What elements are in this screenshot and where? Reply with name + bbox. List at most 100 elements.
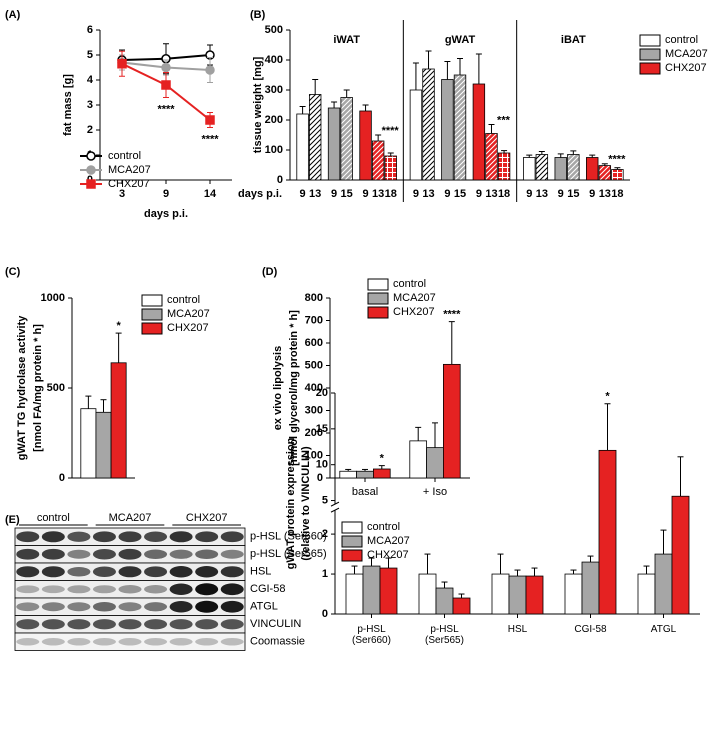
y-tick-label: 2 — [87, 124, 93, 136]
band — [41, 566, 65, 578]
panel-label: (E) — [5, 514, 20, 526]
legend-marker — [86, 179, 96, 189]
y-tick-label: 500 — [265, 24, 283, 36]
y-tick-label: 200 — [305, 427, 323, 439]
x-tick-label: 18 — [385, 188, 397, 200]
bar — [384, 155, 397, 181]
axis-break — [330, 501, 340, 507]
band — [169, 549, 193, 559]
legend-label: MCA207 — [393, 292, 436, 304]
x-tick-label: 13 — [372, 188, 384, 200]
legend-swatch — [367, 306, 389, 319]
legend-swatch — [141, 294, 163, 307]
legend-label: CHX207 — [665, 62, 707, 74]
legend-label: MCA207 — [167, 308, 210, 320]
annotation: **** — [608, 154, 626, 166]
bar — [409, 440, 427, 479]
bar — [611, 169, 624, 181]
band — [195, 566, 219, 578]
band — [169, 566, 193, 578]
point — [161, 62, 171, 73]
point — [117, 59, 127, 69]
band-label: p-HSL (Ser660) — [250, 531, 327, 543]
bar — [435, 587, 454, 615]
y-tick-label: 0 — [322, 608, 328, 620]
y-tick-label: 800 — [305, 292, 323, 304]
legend-swatch — [341, 535, 363, 548]
bar — [426, 447, 444, 479]
band — [67, 531, 91, 542]
y-tick-label: 10 — [316, 459, 328, 471]
band — [41, 548, 65, 560]
bar — [327, 107, 341, 181]
annotation: **** — [443, 309, 461, 321]
bar — [422, 68, 435, 181]
annotation: **** — [157, 103, 175, 115]
x-axis-label: days p.i. — [238, 188, 282, 200]
y-axis-label: ex vivo lipolysis — [272, 346, 284, 430]
band — [118, 585, 142, 594]
legend-marker — [86, 151, 96, 161]
band — [144, 549, 168, 560]
band — [195, 619, 219, 630]
band — [16, 585, 40, 594]
band-label: CGI-58 — [250, 583, 285, 595]
y-axis-label: gWAT protein expression — [285, 437, 297, 569]
bar — [554, 157, 567, 181]
band — [144, 619, 168, 630]
band — [67, 585, 91, 594]
band-label: HSL — [250, 566, 271, 578]
y-axis-label: gWAT TG hydrolase activity — [16, 315, 28, 461]
y-tick-label: 2 — [322, 528, 328, 540]
band — [144, 531, 168, 542]
x-tick-label: 15 — [341, 188, 353, 200]
legend-label: control — [367, 521, 400, 533]
x-tick-label: 9 — [558, 188, 564, 200]
band — [195, 600, 219, 613]
band — [220, 619, 244, 630]
bar — [95, 411, 112, 479]
y-tick-label: 400 — [265, 54, 283, 66]
band — [92, 531, 116, 543]
x-tick-label: 9 — [526, 188, 532, 200]
legend-swatch — [341, 549, 363, 562]
band — [220, 583, 244, 596]
group-label: iWAT — [333, 34, 360, 46]
y-tick-label: 3 — [87, 99, 93, 111]
y-tick-label: 1 — [322, 568, 328, 580]
band — [220, 549, 244, 559]
band — [41, 531, 65, 543]
legend-label: control — [665, 34, 698, 46]
band — [220, 531, 244, 543]
band — [169, 531, 193, 543]
legend-swatch — [141, 322, 163, 335]
y-tick-label: 0 — [277, 174, 283, 186]
bar — [359, 110, 372, 181]
band — [67, 549, 91, 559]
bar — [308, 94, 322, 181]
x-tick-label: HSL — [507, 624, 528, 635]
bar — [362, 565, 381, 615]
legend-label: CHX207 — [108, 178, 150, 190]
bar — [523, 157, 536, 181]
x-tick-label: basal — [352, 486, 378, 498]
legend-label: MCA207 — [367, 535, 410, 547]
y-tick-label: 6 — [87, 24, 93, 36]
lane-label: CHX207 — [186, 512, 228, 524]
legend-swatch — [639, 48, 661, 61]
bar — [564, 573, 583, 615]
bar — [379, 567, 398, 615]
band — [41, 638, 65, 646]
x-tick-label-box: HSL — [507, 624, 528, 635]
band — [67, 566, 91, 577]
x-tick-label: 9 — [362, 188, 368, 200]
band-label: Coomassie — [250, 636, 305, 648]
x-tick-label-box: ATGL — [651, 624, 676, 635]
band — [67, 619, 91, 630]
bar — [581, 561, 600, 615]
band — [118, 602, 142, 612]
y-axis-label: [nmol glycerol/mg protein * h] — [288, 310, 300, 466]
lane-label: control — [37, 512, 70, 524]
group-label: iBAT — [561, 34, 586, 46]
